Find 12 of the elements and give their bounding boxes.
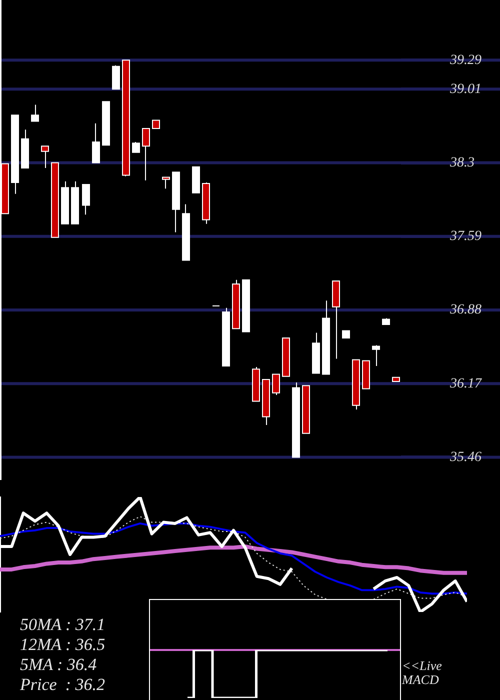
y-tick-label: 36.17 [449,376,482,392]
text: Price : 36.2 [20,675,105,695]
y-tick-label: 36.88 [449,302,482,318]
text: 50MA : 37.1 [20,615,106,635]
y-tick-label: 39.01 [449,82,482,97]
text: 5MA : 36.4 [20,655,97,675]
y-tick-label: 39.29 [449,52,482,68]
y-tick-label: 35.46 [449,450,482,465]
y-tick-label: 37.59 [449,229,482,244]
text: 12MA : 36.5 [20,635,106,655]
y-tick-label: 38.3 [449,155,474,170]
text: <<Live MACD [402,658,442,688]
